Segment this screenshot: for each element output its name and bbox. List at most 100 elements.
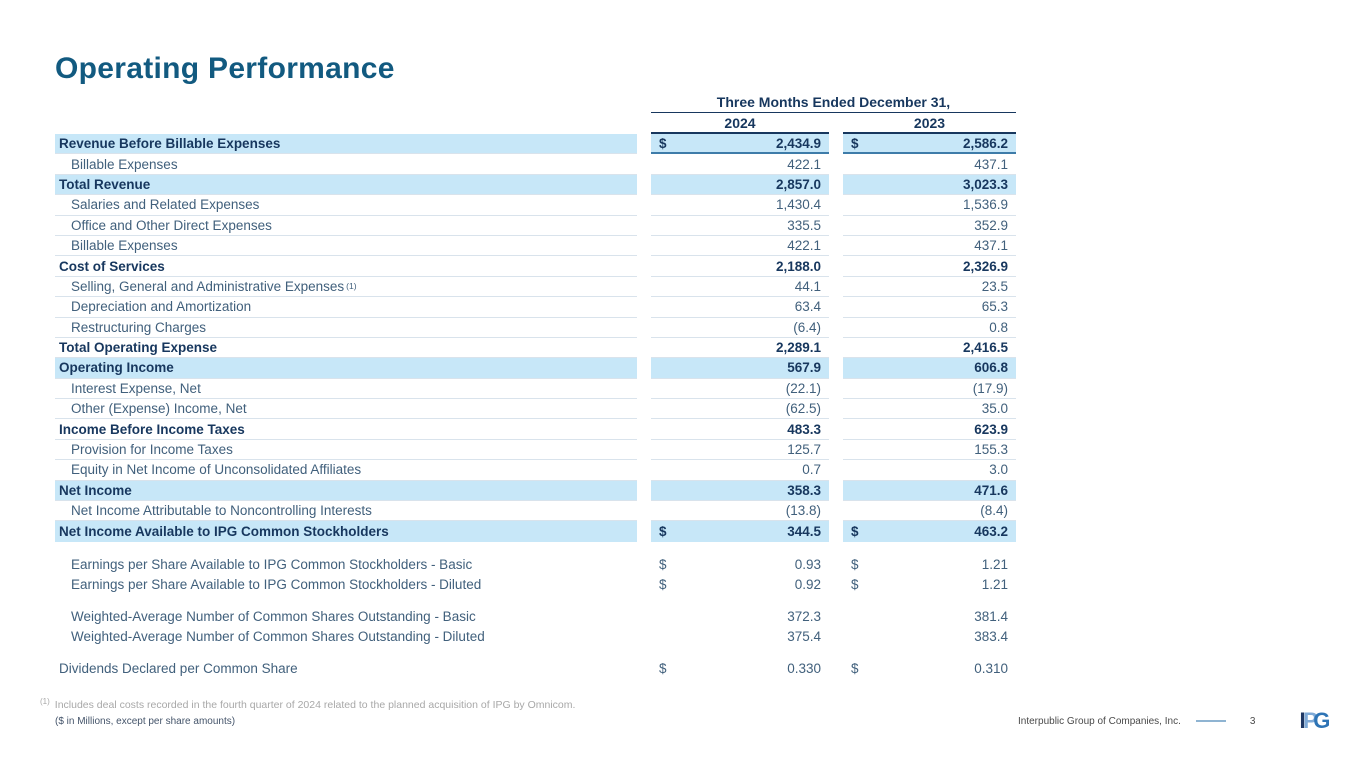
row-label: Office and Other Direct Expenses (55, 216, 637, 236)
cell-value: 422.1 (787, 156, 821, 172)
cell-value: 352.9 (974, 217, 1008, 233)
column-gap (637, 575, 651, 595)
column-gap (829, 575, 843, 595)
cell-value: 375.4 (787, 629, 821, 645)
column-gap (637, 318, 651, 338)
cell-value: (13.8) (785, 503, 821, 519)
column-gap (829, 195, 843, 215)
column-gap (829, 113, 843, 134)
column-gap (637, 627, 651, 647)
column-gap (829, 154, 843, 174)
per-share-rows: Earnings per Share Available to IPG Comm… (55, 555, 1016, 679)
cell-value: 0.92 (794, 577, 821, 593)
cell-2023: 0.8 (843, 318, 1016, 338)
footnote-marker: (1) (40, 696, 50, 706)
cell-value: (62.5) (785, 401, 821, 417)
row-label: Weighted-Average Number of Common Shares… (71, 629, 485, 645)
cell-2024: 422.1 (651, 236, 829, 257)
cell-value: 125.7 (787, 442, 821, 458)
footnote: (1) Includes deal costs recorded in the f… (40, 696, 576, 711)
column-gap (637, 501, 651, 521)
column-gap (829, 236, 843, 256)
financial-table: Three Months Ended December 31, 2024 202… (55, 94, 1016, 679)
column-gap (637, 134, 651, 154)
cell-value: 2,416.5 (962, 340, 1008, 356)
column-gap (829, 460, 843, 480)
column-gap (637, 297, 651, 317)
cell-2023: $463.2 (843, 521, 1016, 542)
table-row: Total Operating Expense 2,289.1 2,416.5 (55, 338, 1016, 359)
cell-value: 463.2 (974, 524, 1008, 540)
cell-2024: (6.4) (651, 318, 829, 338)
row-label: Net Income (55, 480, 637, 502)
table-row: Restructuring Charges (6.4) 0.8 (55, 318, 1016, 338)
table-row: Other (Expense) Income, Net (62.5) 35.0 (55, 399, 1016, 420)
column-gap (637, 277, 651, 297)
column-gap (637, 175, 651, 195)
column-gap (829, 318, 843, 338)
cell-2023: 35.0 (843, 399, 1016, 420)
row-label: Depreciation and Amortization (55, 297, 637, 318)
row-label: Net Income Attributable to Noncontrollin… (55, 501, 637, 522)
row-label: Provision for Income Taxes (55, 440, 637, 461)
column-gap (829, 338, 843, 358)
footnote-text: Includes deal costs recorded in the four… (54, 699, 576, 711)
column-gap (829, 419, 843, 439)
cell-2024: 0.7 (651, 460, 829, 481)
table-row: Equity in Net Income of Unconsolidated A… (55, 460, 1016, 481)
cell-value: 0.93 (794, 557, 821, 573)
row-label: Operating Income (55, 358, 637, 379)
cell-2023: (17.9) (843, 379, 1016, 400)
row-label: Restructuring Charges (55, 318, 637, 338)
cell-2023: 381.4 (843, 607, 1016, 627)
row-label: Equity in Net Income of Unconsolidated A… (55, 460, 637, 481)
cell-2023: 606.8 (843, 358, 1016, 379)
column-gap (637, 419, 651, 439)
cell-value: 483.3 (787, 421, 821, 437)
column-gap (637, 154, 651, 174)
cell-2024: 335.5 (651, 216, 829, 236)
column-gap (829, 501, 843, 521)
cell-2023: 1,536.9 (843, 195, 1016, 216)
cell-value: 1.21 (981, 577, 1008, 593)
main-rows: Revenue Before Billable Expenses $2,434.9… (55, 134, 1016, 542)
cell-value: 0.7 (802, 462, 821, 478)
table-row: Weighted-Average Number of Common Shares… (55, 627, 1016, 647)
table-row: Dividends Declared per Common Share $0.33… (55, 659, 1016, 679)
cell-value: 422.1 (787, 238, 821, 254)
cell-value: 2,857.0 (775, 176, 821, 192)
row-label: Weighted-Average Number of Common Shares… (71, 609, 476, 625)
row-label: Revenue Before Billable Expenses (55, 134, 637, 155)
cell-value: 437.1 (974, 156, 1008, 172)
table-row: Office and Other Direct Expenses 335.5 352… (55, 216, 1016, 236)
dollar-sign: $ (851, 661, 859, 677)
table-row: Net Income 358.3 471.6 (55, 480, 1016, 502)
column-gap (637, 481, 651, 501)
cell-2023: 471.6 (843, 480, 1016, 502)
page-number: 3 (1249, 715, 1256, 727)
row-label: Other (Expense) Income, Net (55, 399, 637, 420)
column-gap (637, 659, 651, 679)
column-gap (637, 216, 651, 236)
table-row: Total Revenue 2,857.0 3,023.3 (55, 174, 1016, 196)
cell-value: 0.8 (989, 319, 1008, 335)
cell-value: 3.0 (989, 462, 1008, 478)
column-gap (637, 555, 651, 575)
cell-value: 1,430.4 (775, 197, 821, 213)
cell-value: 2,434.9 (775, 135, 821, 151)
row-label: Interest Expense, Net (55, 379, 637, 400)
column-gap (829, 216, 843, 236)
cell-2024: (22.1) (651, 379, 829, 400)
cell-2023: 23.5 (843, 277, 1016, 298)
column-gap (829, 134, 843, 154)
cell-2024: 567.9 (651, 358, 829, 379)
column-gap (637, 379, 651, 399)
logo-letter-i: I (1299, 708, 1305, 733)
cell-2024: 2,857.0 (651, 174, 829, 196)
cell-2024: $0.92 (651, 575, 829, 595)
row-label: Earnings per Share Available to IPG Comm… (71, 577, 482, 593)
row-label: Salaries and Related Expenses (55, 195, 637, 216)
column-gap (829, 481, 843, 501)
table-row: Net Income Available to IPG Common Stock… (55, 521, 1016, 542)
column-gap (637, 338, 651, 358)
